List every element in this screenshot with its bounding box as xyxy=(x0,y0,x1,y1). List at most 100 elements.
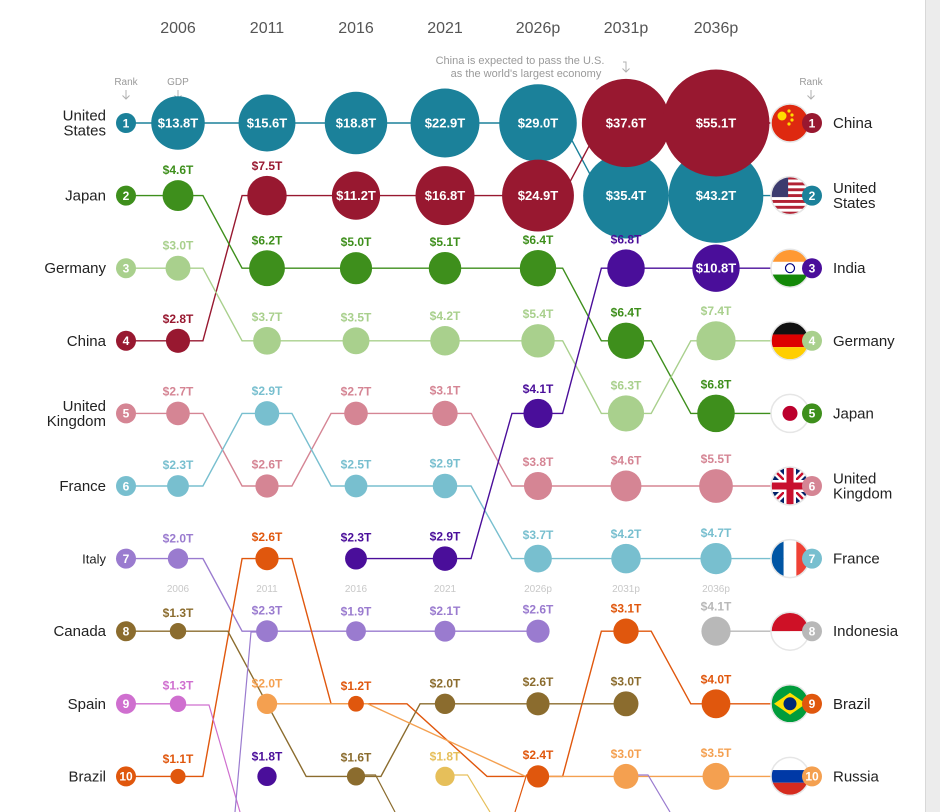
series-line-canada xyxy=(126,630,626,778)
country-name: Italy xyxy=(82,552,106,567)
country-name: United xyxy=(63,398,106,415)
year-label-2036p: 2036p xyxy=(694,20,739,37)
annotation-line-1: China is expected to pass the U.S. xyxy=(436,55,605,67)
bubble-value-label: $3.8T xyxy=(523,455,554,469)
rank-badge xyxy=(802,766,822,787)
left-label-spain: Spain 9 xyxy=(68,693,136,714)
bubble-value-label: $4.2T xyxy=(611,527,642,541)
bubble-italy-2016: $1.9T xyxy=(341,604,372,642)
bubble-india-2021: $2.9T xyxy=(430,529,461,571)
rank-number: 6 xyxy=(123,479,130,493)
bubble-value-label: $2.6T xyxy=(523,675,554,689)
bubble-united-kingdom-2011: $2.6T xyxy=(252,457,283,498)
rank-badge xyxy=(116,766,136,787)
bubble-value-label: $4.1T xyxy=(701,600,732,614)
bubble-japan-2011: $6.2T xyxy=(249,233,285,287)
year-label-2011: 2011 xyxy=(250,20,285,37)
left-label-brazil: Brazil 10 xyxy=(68,766,136,787)
bubble-circle xyxy=(348,695,364,712)
rank-number: 1 xyxy=(123,116,130,130)
bubble-india-2036p: $10.8T xyxy=(692,244,740,292)
mid-year-label-2016: 2016 xyxy=(345,584,368,595)
left-label-france: France 6 xyxy=(59,476,136,496)
bubble-china-2016: $11.2T xyxy=(331,171,381,220)
rank-header-right: Rank xyxy=(799,77,823,88)
rank-number: 6 xyxy=(809,479,816,493)
rank-number: 7 xyxy=(809,552,816,566)
bubble-value-label: $29.0T xyxy=(518,116,559,131)
bubble-value-label: $3.1T xyxy=(611,602,642,616)
bubble-circle xyxy=(668,148,764,243)
series-line-united-kingdom xyxy=(126,412,790,487)
bubble-value-label: $2.9T xyxy=(430,529,461,543)
bubble-france-2021: $2.9T xyxy=(430,457,461,499)
mid-year-label-2026p: 2026p xyxy=(524,584,552,595)
bubble-value-label: $1.3T xyxy=(163,679,194,693)
country-name: Indonesia xyxy=(833,623,899,640)
bubble-circle xyxy=(523,398,553,428)
bubble-circle xyxy=(519,249,557,287)
bubble-circle xyxy=(167,548,189,569)
country-name: States xyxy=(63,123,106,140)
bubble-circle xyxy=(415,166,475,226)
rank-badge xyxy=(116,403,136,424)
bubble-circle xyxy=(249,250,285,287)
bubble-india-2031p: $6.8T xyxy=(607,232,645,287)
bubble-united-states-2016: $18.8T xyxy=(324,91,388,155)
left-label-canada: Canada 8 xyxy=(53,621,136,642)
country-name: Canada xyxy=(53,623,106,640)
country-name: Germany xyxy=(44,260,106,277)
rank-badge xyxy=(116,185,136,206)
bubble-circle xyxy=(607,395,645,432)
rank-number: 4 xyxy=(123,334,130,348)
bubble-china-2011: $7.5T xyxy=(247,159,287,216)
bubble-value-label: $4.1T xyxy=(523,382,554,396)
bubble-india-2016: $2.3T xyxy=(341,531,372,570)
bubble-value-label: $3.7T xyxy=(523,528,554,542)
bubble-brazil-2011: $2.6T xyxy=(252,530,283,571)
gdp-header: GDP xyxy=(167,77,189,88)
bubble-japan-2006: $4.6T xyxy=(162,163,194,212)
rank-number: 4 xyxy=(809,334,816,348)
bubble-value-label: $2.3T xyxy=(341,531,372,545)
bubble-value-label: $1.3T xyxy=(163,606,194,620)
bubble-brazil-2031p: $3.1T xyxy=(611,602,642,644)
rank-number: 5 xyxy=(809,407,816,421)
bubble-value-label: $4.6T xyxy=(163,163,194,177)
rank-number: 8 xyxy=(123,625,130,639)
indonesia-flag xyxy=(771,612,809,651)
right-label-indonesia: 8 Indonesia xyxy=(770,611,899,651)
bubble-value-label: $2.6T xyxy=(252,457,283,471)
country-name: Kingdom xyxy=(47,413,106,430)
rank-badge xyxy=(802,476,822,496)
bubble-value-label: $5.0T xyxy=(341,235,372,249)
bubble-circle xyxy=(247,175,287,216)
bubble-circle xyxy=(167,475,189,497)
year-label-2026p: 2026p xyxy=(516,20,561,37)
bubble-circle xyxy=(434,693,456,714)
bubble-value-label: $35.4T xyxy=(606,188,647,203)
bubble-circle xyxy=(697,394,735,433)
rank-badge xyxy=(116,621,136,642)
bubble-canada-2021: $2.0T xyxy=(430,677,461,714)
bubble-circle xyxy=(499,84,577,162)
bubble-circle xyxy=(662,69,770,177)
bubble-circle xyxy=(169,622,187,640)
bubble-value-label: $6.2T xyxy=(252,233,283,247)
year-label-2016: 2016 xyxy=(338,20,374,37)
bubble-circle xyxy=(611,543,641,574)
bubble-value-label: $43.2T xyxy=(696,188,737,203)
right-label-china: 1 China xyxy=(770,103,873,143)
bubble-circle xyxy=(345,547,367,570)
rank-arrow-right-icon xyxy=(807,90,815,100)
uk-flag xyxy=(771,467,809,505)
bubble-circle xyxy=(331,171,381,220)
rank-badge xyxy=(116,113,136,133)
bubble-russia-2036p: $3.5T xyxy=(701,746,732,790)
bubble-value-label: $2.6T xyxy=(523,603,554,617)
bubble-germany-2006: $3.0T xyxy=(163,239,194,281)
mid-year-label-2031p: 2031p xyxy=(612,584,640,595)
bubble-circle xyxy=(342,327,370,355)
